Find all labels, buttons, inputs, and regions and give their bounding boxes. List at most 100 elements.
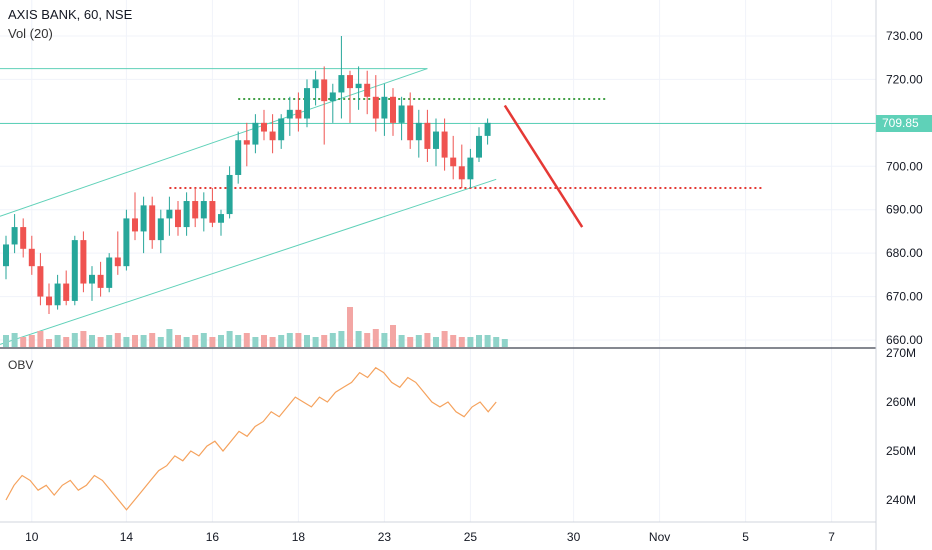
candle-body	[20, 227, 27, 249]
obv-tick-label: 240M	[886, 493, 916, 507]
volume-bar	[149, 333, 156, 347]
volume-bar	[424, 333, 431, 347]
candle-body	[415, 122, 422, 141]
volume-bar	[20, 337, 27, 347]
candle-body	[175, 209, 181, 228]
candle-body	[476, 135, 482, 158]
volume-bar	[46, 339, 52, 347]
volume-bar	[321, 335, 328, 347]
candle-body	[295, 109, 302, 119]
volume-bar	[493, 337, 500, 347]
candle-body	[54, 283, 61, 306]
volume-bar	[390, 325, 396, 347]
volume-bar	[458, 337, 465, 347]
volume-bar	[398, 335, 405, 347]
volume-bar	[338, 331, 345, 347]
volume-bar	[175, 335, 181, 347]
volume-bar	[63, 337, 70, 347]
candle-body	[89, 274, 95, 284]
volume-bar	[364, 333, 371, 347]
candle-body	[192, 201, 199, 219]
volume-bar	[226, 331, 233, 347]
candle-body	[441, 131, 448, 158]
candle-body	[3, 244, 9, 267]
candle-body	[261, 122, 267, 132]
time-tick-label: 23	[378, 530, 392, 544]
volume-bar	[278, 335, 285, 347]
time-tick-label: 7	[828, 530, 835, 544]
volume-bar	[433, 337, 439, 347]
channel-upper-line	[0, 68, 428, 217]
candle-body	[381, 96, 388, 119]
candle-body	[372, 96, 379, 119]
volume-bar	[372, 329, 379, 347]
volume-bar	[450, 335, 457, 347]
candle-body	[157, 218, 164, 241]
candle-body	[407, 105, 414, 141]
volume-bar	[252, 337, 259, 347]
volume-bar	[441, 331, 448, 347]
candle-body	[235, 140, 242, 175]
candle-body	[347, 75, 353, 89]
volume-bar	[304, 335, 310, 347]
volume-label: Vol (20)	[8, 26, 53, 41]
candle-body	[312, 79, 319, 89]
candle-body	[484, 122, 491, 136]
obv-tick-label: 270M	[886, 346, 916, 360]
candle-body	[398, 105, 405, 123]
volume-bar	[132, 335, 138, 347]
candle-body	[252, 122, 259, 145]
price-tick-label: 670.00	[886, 290, 923, 304]
price-tick-label: 720.00	[886, 72, 923, 86]
candle-body	[450, 157, 457, 167]
volume-bar	[312, 337, 319, 347]
candle-body	[200, 201, 207, 219]
candle-body	[46, 296, 52, 306]
candle-body	[28, 248, 35, 267]
volume-bar	[140, 335, 147, 347]
candle-body	[71, 240, 78, 301]
volume-bar	[347, 307, 353, 347]
chart-title: AXIS BANK, 60, NSE	[8, 7, 133, 22]
volume-bar	[467, 337, 474, 347]
volume-bar	[114, 333, 121, 347]
volume-bar	[269, 337, 276, 347]
volume-bar	[166, 329, 173, 347]
volume-bar	[261, 335, 267, 347]
volume-bar	[243, 333, 250, 347]
candle-body	[140, 205, 147, 232]
price-tick-label: 730.00	[886, 29, 923, 43]
price-tick-label: 680.00	[886, 246, 923, 260]
volume-bar	[329, 333, 336, 347]
candle-body	[132, 218, 138, 232]
candle-body	[433, 131, 439, 149]
candle-body	[364, 83, 371, 97]
current-price-badge: 709.85	[876, 115, 932, 132]
candle-body	[149, 205, 156, 241]
candle-body	[80, 240, 87, 284]
obv-tick-label: 250M	[886, 444, 916, 458]
volume-bar	[501, 339, 508, 347]
volume-bar	[11, 333, 18, 347]
time-tick-label: 14	[120, 530, 134, 544]
time-tick-label: 16	[206, 530, 220, 544]
candle-body	[390, 96, 396, 123]
volume-bar	[235, 335, 242, 347]
candle-body	[458, 166, 465, 180]
volume-bar	[123, 337, 130, 347]
candle-body	[243, 140, 250, 145]
channel-lower-line	[0, 178, 497, 345]
candle-body	[338, 75, 345, 93]
volume-bar	[295, 333, 302, 347]
candle-body	[269, 131, 276, 141]
price-tick-label: 700.00	[886, 159, 923, 173]
candle-body	[278, 118, 285, 141]
volume-bar	[183, 337, 190, 347]
candle-body	[97, 274, 104, 288]
price-tick-label: 690.00	[886, 203, 923, 217]
volume-bar	[97, 337, 104, 347]
candle-body	[321, 79, 328, 102]
obv-tick-label: 260M	[886, 395, 916, 409]
